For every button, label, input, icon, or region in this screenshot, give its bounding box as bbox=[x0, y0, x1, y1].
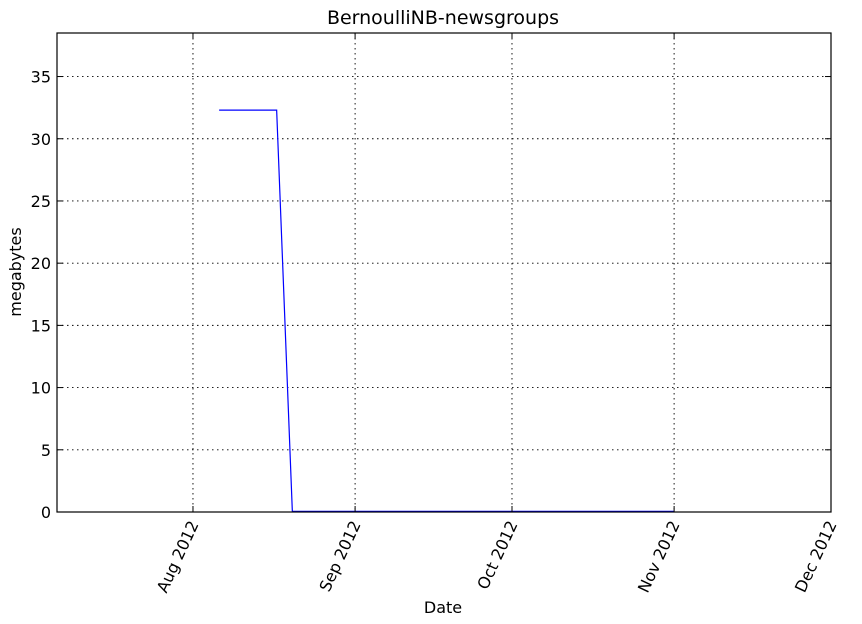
y-tick-label: 20 bbox=[31, 254, 51, 273]
y-tick-label: 0 bbox=[41, 503, 51, 522]
x-tick-label: Oct 2012 bbox=[473, 518, 521, 593]
x-tick-label: Aug 2012 bbox=[153, 518, 203, 596]
y-tick-label: 30 bbox=[31, 130, 51, 149]
y-tick-label: 5 bbox=[41, 441, 51, 460]
grid-lines bbox=[57, 33, 831, 512]
plot-frame bbox=[56, 32, 832, 513]
series-layer bbox=[219, 109, 675, 512]
x-axis-label: Date bbox=[424, 598, 462, 617]
y-tick-label: 15 bbox=[31, 316, 51, 335]
y-axis-label: megabytes bbox=[6, 227, 25, 316]
series-line bbox=[219, 109, 675, 512]
y-tick-label: 10 bbox=[31, 379, 51, 398]
y-tick-label: 35 bbox=[31, 68, 51, 87]
x-tick-label: Nov 2012 bbox=[634, 518, 684, 596]
y-tick-label: 25 bbox=[31, 192, 51, 211]
chart-title: BernoulliNB-newsgroups bbox=[327, 7, 559, 29]
x-tick-label: Sep 2012 bbox=[315, 518, 364, 595]
x-tick-label: Dec 2012 bbox=[791, 518, 841, 596]
